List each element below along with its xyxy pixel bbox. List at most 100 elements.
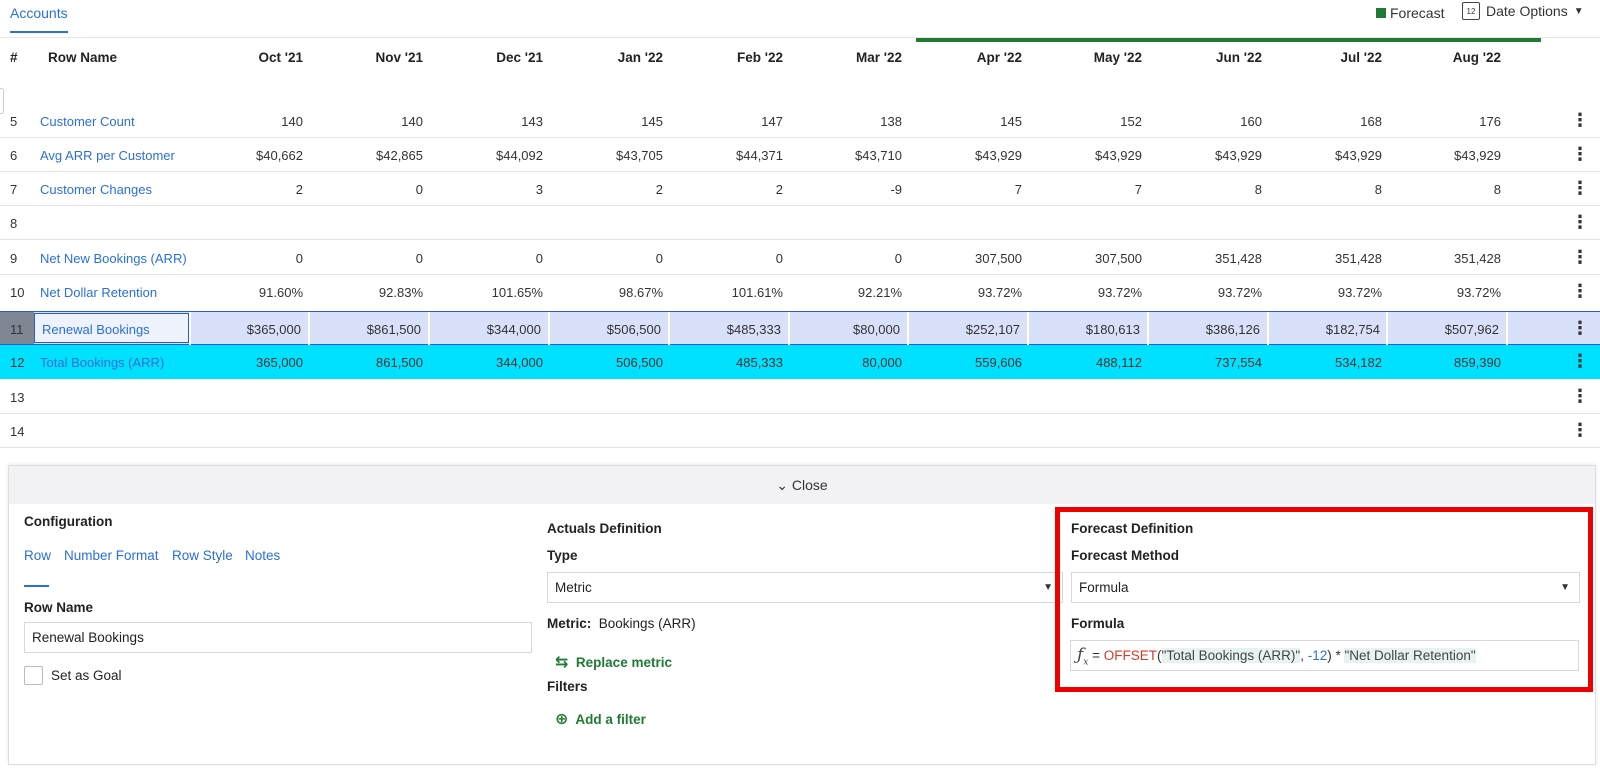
cell-value[interactable]: $43,929 xyxy=(975,148,1022,163)
row-menu-icon[interactable]: ⋮ xyxy=(1571,420,1589,440)
tab-notes[interactable]: Notes xyxy=(245,548,281,563)
add-filter-button[interactable]: ⊕ Add a filter xyxy=(555,709,646,729)
cell-value[interactable]: 92.83% xyxy=(378,285,423,300)
close-panel-button[interactable]: ⌄ Close xyxy=(9,466,1595,504)
cell-value[interactable]: 7 xyxy=(1014,182,1022,197)
cell-value[interactable]: 93.72% xyxy=(1097,285,1142,300)
cell-value[interactable]: 160 xyxy=(1240,114,1262,129)
tab-number-format[interactable]: Number Format xyxy=(64,548,159,563)
cell-value[interactable]: $485,333 xyxy=(726,322,781,337)
row-name-link[interactable]: Total Bookings (ARR) xyxy=(40,355,165,370)
cell-value[interactable]: -9 xyxy=(890,182,902,197)
row-menu-icon[interactable]: ⋮ xyxy=(1571,110,1589,130)
row-menu-icon[interactable]: ⋮ xyxy=(1571,178,1589,198)
cell-value[interactable]: 8 xyxy=(1254,182,1262,197)
cell-value[interactable]: $43,710 xyxy=(855,148,902,163)
cell-value[interactable]: 152 xyxy=(1120,114,1142,129)
table-row-selected[interactable]: 11 Renewal Bookings $365,000 $861,500 $3… xyxy=(0,311,1600,345)
row-name-input[interactable]: Renewal Bookings xyxy=(24,622,532,653)
row-name-link[interactable]: Customer Changes xyxy=(40,182,152,197)
cell-value[interactable]: 0 xyxy=(655,251,663,266)
replace-metric-button[interactable]: ⇆ Replace metric xyxy=(555,652,672,672)
cell-value[interactable]: 559,606 xyxy=(975,355,1022,370)
cell-value[interactable]: 101.61% xyxy=(731,285,783,300)
cell-value[interactable]: 0 xyxy=(775,251,783,266)
cell-value[interactable]: 101.65% xyxy=(491,285,543,300)
tab-row[interactable]: Row xyxy=(24,548,52,563)
cell-value[interactable]: 2 xyxy=(655,182,663,197)
cell-value[interactable]: $43,705 xyxy=(616,148,663,163)
cell-value[interactable]: 0 xyxy=(295,251,303,266)
row-menu-icon[interactable]: ⋮ xyxy=(1571,318,1589,338)
table-row[interactable]: 10 Net Dollar Retention 91.60% 92.83% 10… xyxy=(0,275,1600,309)
cell-value[interactable]: 0 xyxy=(415,251,423,266)
row-name-link[interactable]: Avg ARR per Customer xyxy=(40,148,175,163)
cell-value[interactable]: $80,000 xyxy=(853,322,900,337)
cell-value[interactable]: 140 xyxy=(401,114,423,129)
cell-value[interactable]: $42,865 xyxy=(376,148,423,163)
cell-value[interactable]: 506,500 xyxy=(616,355,663,370)
cell-value[interactable]: 8 xyxy=(1493,182,1501,197)
row-name-link[interactable]: Net New Bookings (ARR) xyxy=(40,251,187,266)
row-menu-icon[interactable]: ⋮ xyxy=(1571,247,1589,267)
cell-value[interactable]: 0 xyxy=(894,251,902,266)
cell-value[interactable]: $506,500 xyxy=(606,322,661,337)
cell-value[interactable]: 365,000 xyxy=(256,355,303,370)
cell-value[interactable]: 98.67% xyxy=(618,285,663,300)
cell-value[interactable]: $43,929 xyxy=(1454,148,1501,163)
cell-value[interactable]: 2 xyxy=(295,182,303,197)
cell-value[interactable]: $507,962 xyxy=(1444,322,1499,337)
formula-input[interactable]: ƒx = OFFSET("Total Bookings (ARR)", -12)… xyxy=(1070,640,1579,671)
cell-value[interactable]: 143 xyxy=(521,114,543,129)
cell-value[interactable]: 93.72% xyxy=(1337,285,1382,300)
cell-value[interactable]: 92.21% xyxy=(857,285,902,300)
row-menu-icon[interactable]: ⋮ xyxy=(1571,386,1589,406)
row-resize-handle[interactable] xyxy=(0,88,4,114)
cell-value[interactable]: $182,754 xyxy=(1325,322,1380,337)
row-name-link[interactable]: Net Dollar Retention xyxy=(40,285,158,300)
cell-value[interactable]: 91.60% xyxy=(258,285,303,300)
table-row[interactable]: 9 Net New Bookings (ARR) 0 0 0 0 0 0 307… xyxy=(0,241,1600,275)
cell-value[interactable]: 344,000 xyxy=(496,355,543,370)
row-menu-icon[interactable]: ⋮ xyxy=(1571,144,1589,164)
tab-accounts[interactable]: Accounts xyxy=(10,5,68,33)
row-menu-icon[interactable]: ⋮ xyxy=(1571,281,1589,301)
cell-value[interactable]: 145 xyxy=(641,114,663,129)
cell-value[interactable]: $386,126 xyxy=(1205,322,1260,337)
row-name-link[interactable]: Renewal Bookings xyxy=(42,322,150,337)
cell-value[interactable]: 93.72% xyxy=(1217,285,1262,300)
cell-value[interactable]: 351,428 xyxy=(1454,251,1501,266)
cell-value[interactable]: 0 xyxy=(415,182,423,197)
cell-value[interactable]: 0 xyxy=(535,251,543,266)
table-row-highlighted[interactable]: 12 Total Bookings (ARR) 365,000 861,500 … xyxy=(0,345,1600,379)
cell-value[interactable]: $861,500 xyxy=(366,322,421,337)
tab-row-style[interactable]: Row Style xyxy=(172,548,233,563)
cell-value[interactable]: 859,390 xyxy=(1454,355,1501,370)
cell-value[interactable]: 145 xyxy=(1000,114,1022,129)
table-row[interactable]: 5 Customer Count 140 140 143 145 147 138… xyxy=(0,104,1600,138)
cell-value[interactable]: 93.72% xyxy=(977,285,1022,300)
cell-value[interactable]: 307,500 xyxy=(1095,251,1142,266)
cell-value[interactable]: 80,000 xyxy=(862,355,902,370)
cell-value[interactable]: $43,929 xyxy=(1215,148,1262,163)
row-name-link[interactable]: Customer Count xyxy=(40,114,135,129)
table-row[interactable]: 14 ⋮ xyxy=(0,414,1600,448)
date-options-button[interactable]: 12 Date Options ▼ xyxy=(1462,2,1584,20)
cell-value[interactable]: 93.72% xyxy=(1456,285,1501,300)
cell-value[interactable]: $344,000 xyxy=(486,322,541,337)
cell-value[interactable]: 3 xyxy=(535,182,543,197)
cell-value[interactable]: $40,662 xyxy=(256,148,303,163)
cell-value[interactable]: 307,500 xyxy=(975,251,1022,266)
table-row[interactable]: 7 Customer Changes 2 0 3 2 2 -9 7 7 8 8 … xyxy=(0,172,1600,206)
cell-value[interactable]: $44,092 xyxy=(496,148,543,163)
forecast-method-select[interactable]: Formula ▼ xyxy=(1071,572,1580,603)
table-row[interactable]: 6 Avg ARR per Customer $40,662 $42,865 $… xyxy=(0,138,1600,172)
cell-value[interactable]: 485,333 xyxy=(736,355,783,370)
row-menu-icon[interactable]: ⋮ xyxy=(1571,351,1589,371)
table-row[interactable]: 13 ⋮ xyxy=(0,380,1600,414)
cell-value[interactable]: 2 xyxy=(775,182,783,197)
cell-value[interactable]: 861,500 xyxy=(376,355,423,370)
cell-value[interactable]: 351,428 xyxy=(1335,251,1382,266)
cell-value[interactable]: $252,107 xyxy=(965,322,1020,337)
cell-value[interactable]: 138 xyxy=(880,114,902,129)
